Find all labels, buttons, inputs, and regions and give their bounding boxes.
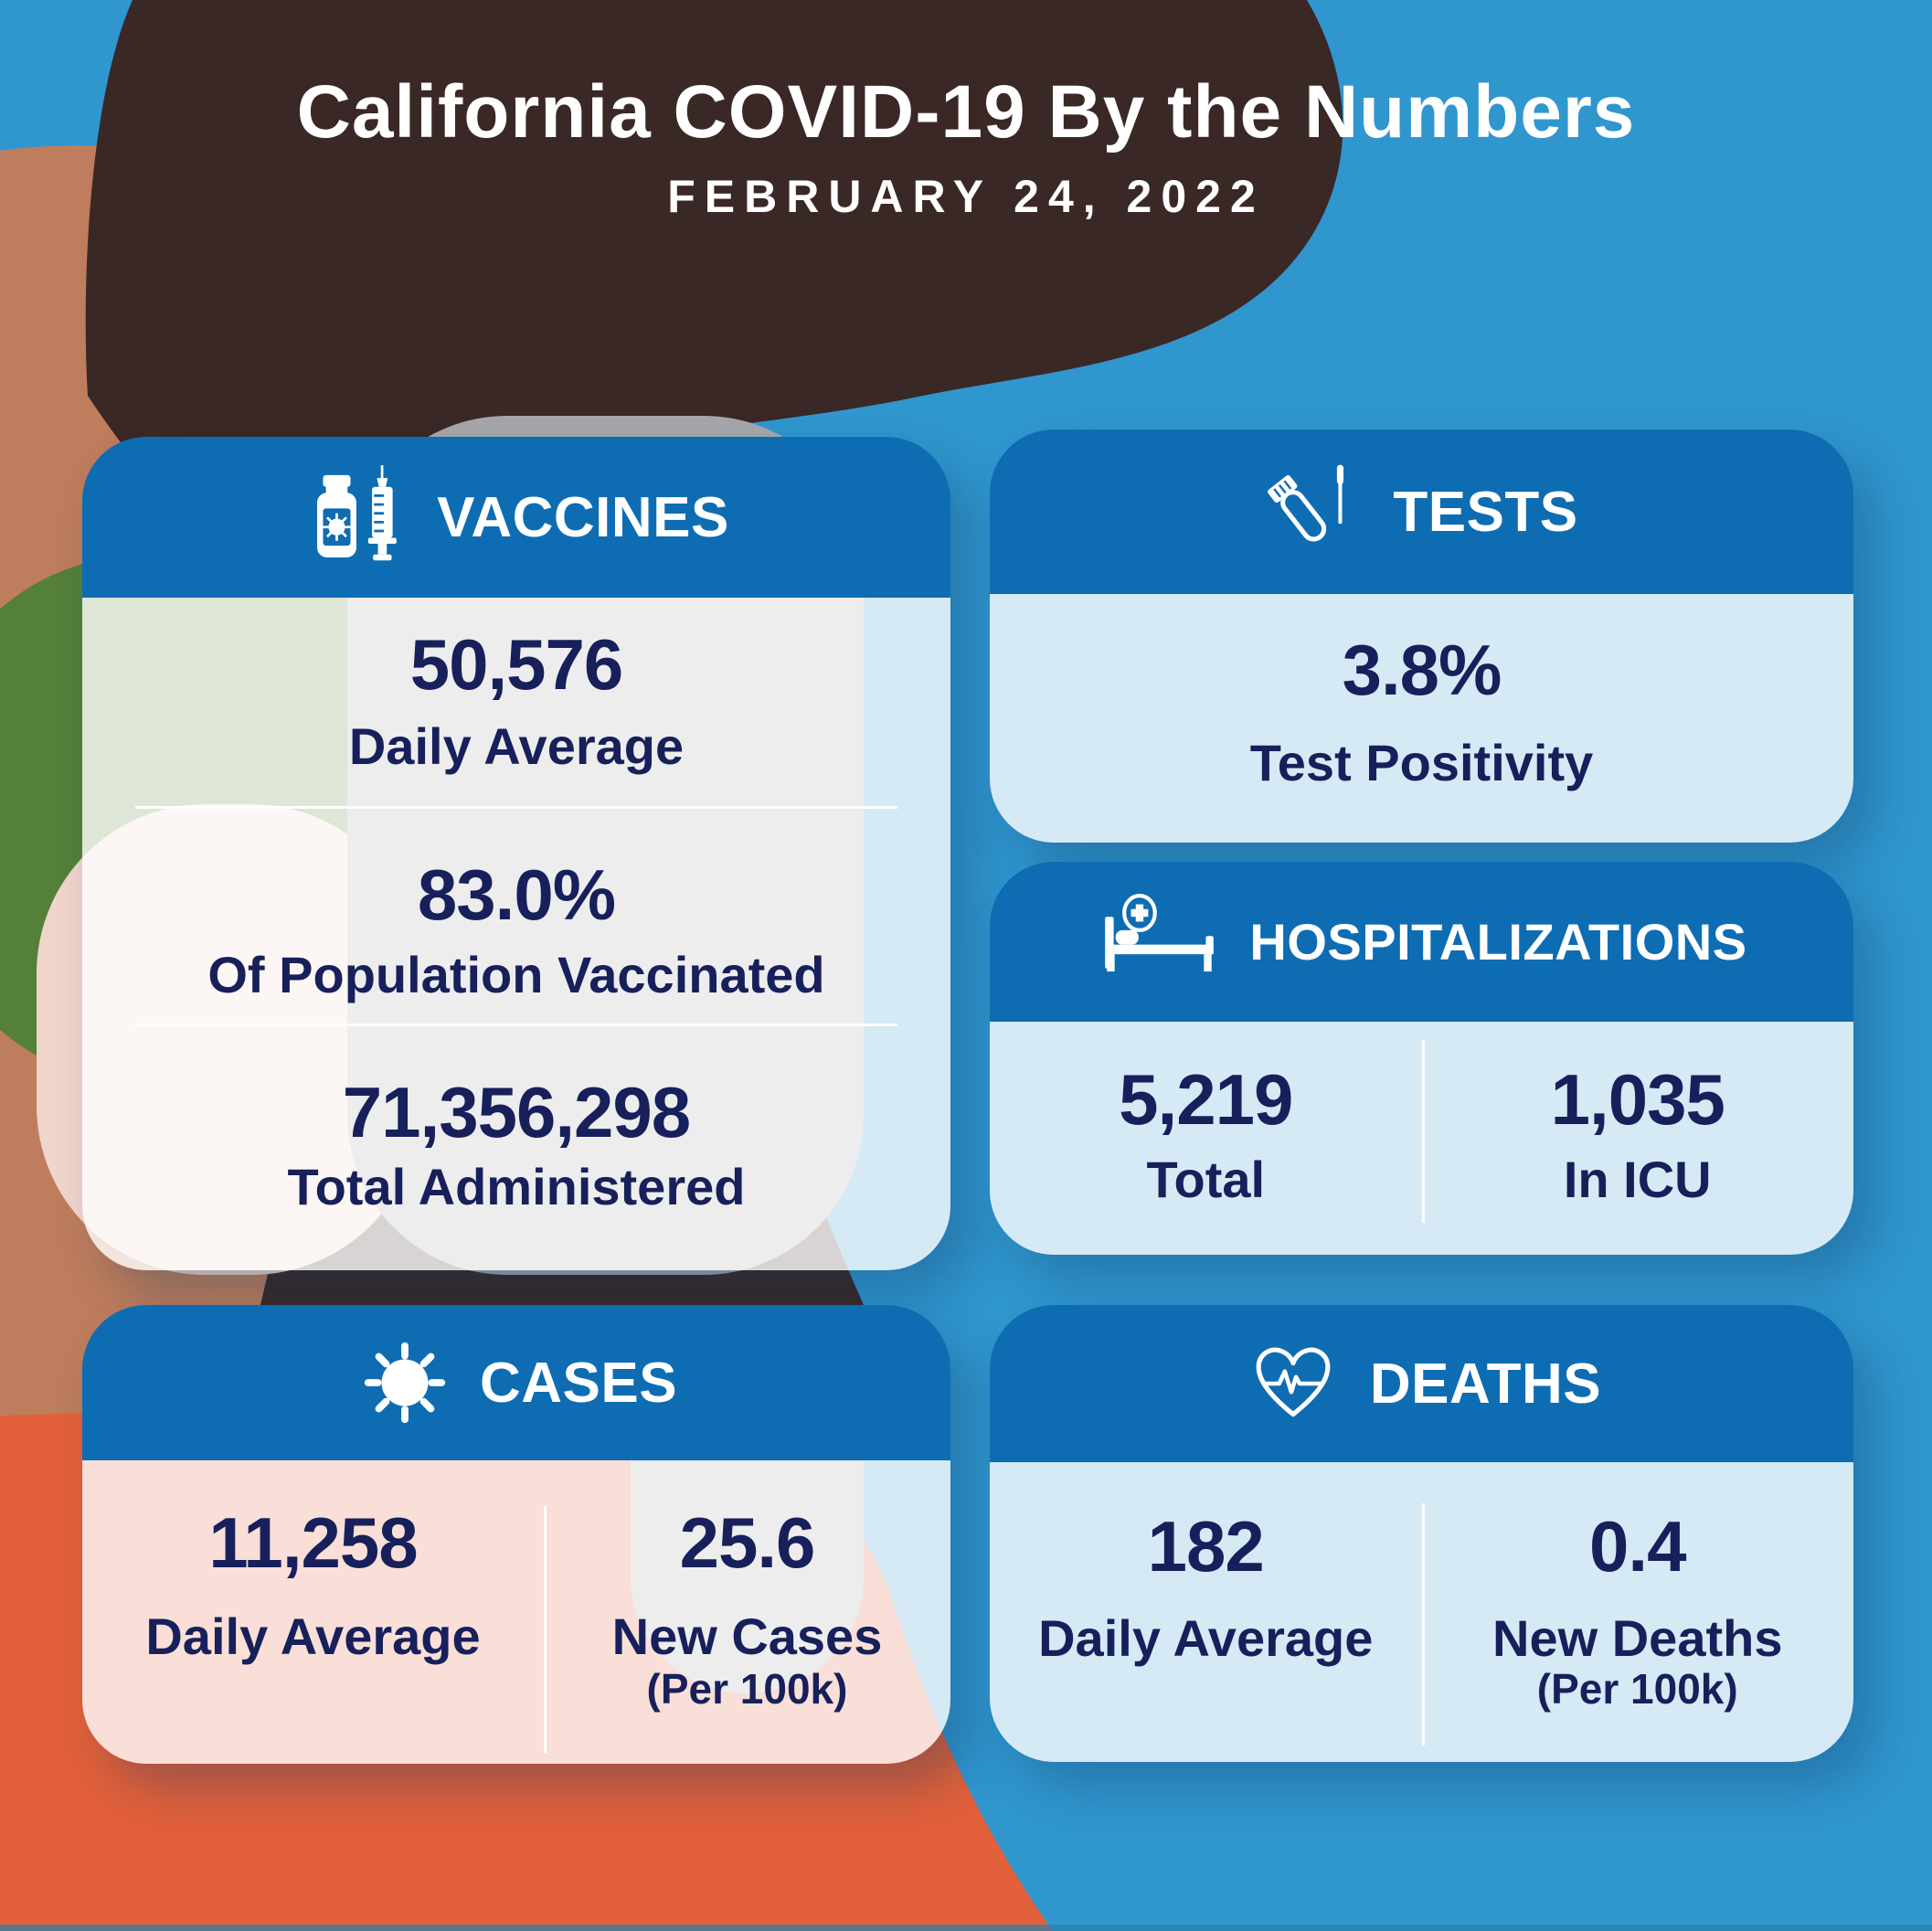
deaths-new-deaths-column: 0.4 New Deaths (Per 100k) [1422, 1462, 1854, 1762]
tests-positivity-label: Test Positivity [1249, 734, 1594, 791]
vaccine-vial-syringe-icon [317, 465, 398, 561]
deaths-per-100k-sublabel: (Per 100k) [1536, 1665, 1738, 1713]
deaths-card-body: 182 Daily Average 0.4 New Deaths (Per 10… [990, 1462, 1853, 1762]
vaccines-card: 50,576 Daily Average 83.0% Of Population… [82, 437, 950, 1270]
vaccines-total-value: 71,356,298 [342, 1072, 691, 1152]
vaccines-header-label: VACCINES [437, 485, 729, 549]
tests-card: 3.8% Test Positivity TESTS [990, 430, 1853, 843]
cases-header-label: CASES [479, 1351, 678, 1415]
deaths-daily-average-label: Daily Average [1038, 1609, 1374, 1667]
vaccines-population-value: 83.0% [417, 854, 616, 935]
tests-positivity-value: 3.8% [1342, 630, 1502, 710]
deaths-card: 182 Daily Average 0.4 New Deaths (Per 10… [990, 1305, 1853, 1762]
vaccines-total-label: Total Administered [287, 1158, 746, 1215]
divider [1421, 1503, 1425, 1745]
tests-card-body: 3.8% Test Positivity [990, 594, 1853, 843]
cases-new-cases-column: 25.6 New Cases (Per 100k) [544, 1460, 950, 1764]
deaths-card-header: DEATHS [990, 1305, 1853, 1462]
page-title: California COVID-19 By the Numbers [296, 70, 1636, 154]
vaccines-daily-average-label: Daily Average [348, 717, 685, 775]
vaccines-card-body: 50,576 Daily Average 83.0% Of Population… [82, 598, 950, 1270]
cases-per-100k-sublabel: (Per 100k) [646, 1665, 848, 1713]
divider [1421, 1040, 1425, 1223]
cases-daily-average-label: Daily Average [145, 1607, 481, 1665]
deaths-daily-average-value: 182 [1147, 1506, 1265, 1586]
deaths-daily-average-column: 182 Daily Average [990, 1462, 1422, 1762]
cases-new-cases-value: 25.6 [679, 1502, 816, 1583]
deaths-header-label: DEATHS [1369, 1352, 1602, 1416]
tests-header-label: TESTS [1393, 480, 1578, 544]
test-tube-swab-icon [1268, 464, 1344, 542]
vaccines-card-header: VACCINES [82, 437, 950, 598]
deaths-new-deaths-value: 0.4 [1589, 1506, 1686, 1586]
hospitalizations-total-column: 5,219 Total [990, 1022, 1422, 1255]
divider [544, 1506, 547, 1753]
background-bottom-strip [0, 1925, 1932, 1931]
hospitalizations-card: 5,219 Total 1,035 In ICU HOSPITALIZATION… [990, 862, 1853, 1255]
hospitalizations-total-label: Total [1146, 1151, 1266, 1208]
page-date-subtitle: FEBRUARY 24, 2022 [667, 171, 1265, 222]
divider [135, 806, 897, 809]
hospitalizations-header-label: HOSPITALIZATIONS [1249, 913, 1747, 971]
divider [135, 1024, 897, 1026]
cases-daily-average-value: 11,258 [208, 1502, 418, 1583]
cases-daily-average-column: 11,258 Daily Average [82, 1460, 544, 1764]
cases-card-header: CASES [82, 1305, 950, 1460]
hospitalizations-total-value: 5,219 [1119, 1059, 1293, 1140]
cases-card: 11,258 Daily Average 25.6 New Cases (Per… [82, 1305, 950, 1764]
vaccines-daily-average-value: 50,576 [409, 624, 624, 705]
hospital-bed-icon [1105, 894, 1215, 972]
hospitalizations-card-header: HOSPITALIZATIONS [990, 862, 1853, 1022]
heart-pulse-icon [1256, 1347, 1331, 1417]
tests-card-header: TESTS [990, 430, 1853, 594]
deaths-new-deaths-label: New Deaths [1492, 1609, 1783, 1667]
hospitalizations-icu-label: In ICU [1563, 1151, 1712, 1208]
cases-new-cases-label: New Cases [611, 1607, 883, 1665]
hospitalizations-icu-column: 1,035 In ICU [1422, 1022, 1854, 1255]
hospitalizations-card-body: 5,219 Total 1,035 In ICU [990, 1022, 1853, 1255]
virus-icon [364, 1342, 446, 1424]
vaccines-population-label: Of Population Vaccinated [207, 946, 825, 1003]
hospitalizations-icu-value: 1,035 [1550, 1059, 1725, 1140]
cases-card-body: 11,258 Daily Average 25.6 New Cases (Per… [82, 1460, 950, 1764]
